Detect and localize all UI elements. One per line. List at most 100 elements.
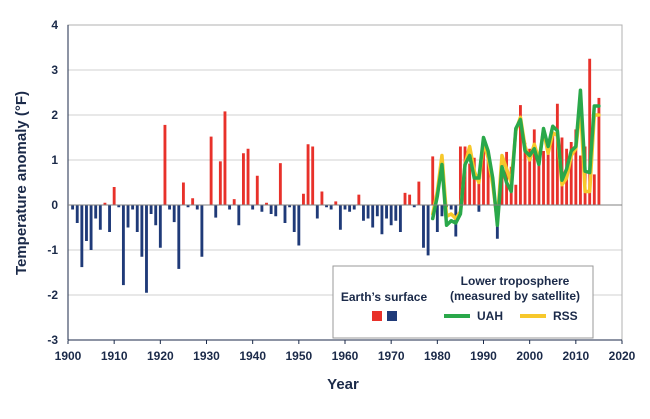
surface-bar xyxy=(131,205,135,210)
x-tick-label: 1980 xyxy=(424,349,451,363)
legend-troposphere-title-line2: (measured by satellite) xyxy=(450,289,580,303)
surface-bar xyxy=(209,136,213,205)
surface-bar xyxy=(274,205,278,217)
legend-negative-swatch xyxy=(387,311,397,321)
legend: Earth’s surface Lower troposphere (measu… xyxy=(332,265,594,339)
surface-bar xyxy=(265,202,268,205)
surface-bar xyxy=(458,146,462,205)
surface-bar xyxy=(597,97,601,205)
surface-bar xyxy=(237,205,241,226)
surface-bar xyxy=(380,205,384,235)
surface-bar xyxy=(357,194,361,205)
surface-bars xyxy=(71,58,601,293)
legend-rss-label: RSS xyxy=(553,309,578,323)
surface-bar xyxy=(223,111,227,205)
surface-bar xyxy=(214,205,218,218)
legend-surface-title: Earth’s surface xyxy=(341,290,428,304)
surface-bar xyxy=(528,148,532,205)
surface-bar xyxy=(338,205,342,230)
surface-bar xyxy=(200,205,204,257)
surface-bar xyxy=(449,205,453,210)
surface-bar xyxy=(251,205,255,210)
surface-bar xyxy=(255,175,259,205)
surface-bar xyxy=(417,181,421,205)
surface-bar xyxy=(168,205,171,210)
legend-positive-swatch xyxy=(372,311,382,321)
y-axis-title: Temperature anomaly (°F) xyxy=(13,91,30,275)
surface-bar xyxy=(403,192,407,205)
surface-bar xyxy=(435,205,439,232)
surface-bar xyxy=(389,205,393,226)
surface-bar xyxy=(523,142,527,205)
surface-bar xyxy=(574,129,578,205)
x-tick-label: 1900 xyxy=(55,349,82,363)
surface-bar xyxy=(546,144,550,205)
surface-bar xyxy=(422,205,425,248)
surface-bar xyxy=(431,156,435,205)
surface-bar xyxy=(80,205,84,268)
x-tick-label: 1930 xyxy=(193,349,220,363)
surface-bar xyxy=(108,205,111,232)
surface-bar xyxy=(532,129,536,205)
surface-bar xyxy=(98,205,102,230)
surface-bar xyxy=(126,205,130,228)
surface-bar xyxy=(163,124,167,205)
surface-bar xyxy=(519,105,522,205)
y-tick-label: -2 xyxy=(47,288,58,302)
legend-box xyxy=(332,265,594,339)
surface-bar xyxy=(283,205,287,223)
x-tick-label: 1970 xyxy=(378,349,405,363)
surface-bar xyxy=(218,161,222,205)
surface-bar xyxy=(320,191,324,205)
surface-bar xyxy=(117,205,121,208)
tick-labels: -3 -2 -1 0 1 2 3 4 1900 1910 1920 1930 1940 1950 1960 1… xyxy=(47,18,635,363)
surface-bar xyxy=(292,205,296,232)
surface-bar xyxy=(542,151,545,205)
surface-bar xyxy=(154,205,158,226)
surface-bar xyxy=(140,205,144,257)
x-tick-label: 1940 xyxy=(239,349,266,363)
x-tick-label: 1920 xyxy=(147,349,174,363)
surface-bar xyxy=(297,205,301,246)
surface-bar xyxy=(325,205,328,208)
surface-bar xyxy=(135,205,139,232)
surface-bar xyxy=(408,194,412,205)
surface-bar xyxy=(343,205,347,210)
x-tick-label: 2000 xyxy=(516,349,543,363)
x-axis-title: Year xyxy=(327,376,359,393)
surface-bar xyxy=(477,182,481,205)
surface-bar xyxy=(172,205,176,223)
surface-bar xyxy=(371,205,375,228)
surface-bar xyxy=(537,157,541,205)
legend-uah-label: UAH xyxy=(477,309,503,323)
surface-bar xyxy=(329,205,333,210)
surface-bar xyxy=(112,187,116,205)
surface-bar xyxy=(302,193,305,205)
surface-bar xyxy=(472,157,476,205)
surface-bar xyxy=(269,205,273,214)
surface-bar xyxy=(288,205,292,208)
surface-bar xyxy=(426,205,430,256)
surface-bar xyxy=(366,205,370,219)
surface-bar xyxy=(191,198,195,205)
surface-bar xyxy=(181,182,185,205)
surface-bar xyxy=(186,205,190,208)
surface-bar xyxy=(394,205,398,221)
y-tick-label: -3 xyxy=(47,333,58,347)
surface-bar xyxy=(89,205,93,250)
surface-bar xyxy=(242,153,245,205)
y-tick-label: 1 xyxy=(51,153,58,167)
surface-bar xyxy=(228,205,232,210)
surface-bar xyxy=(103,202,107,205)
surface-bar xyxy=(375,205,379,217)
x-tick-label: 2020 xyxy=(609,349,636,363)
surface-bar xyxy=(334,201,338,205)
surface-bar xyxy=(278,163,282,205)
surface-bar xyxy=(551,133,555,205)
surface-bar xyxy=(468,163,472,205)
surface-bar xyxy=(588,58,592,205)
y-tick-label: 3 xyxy=(51,63,58,77)
surface-bar xyxy=(232,199,236,205)
